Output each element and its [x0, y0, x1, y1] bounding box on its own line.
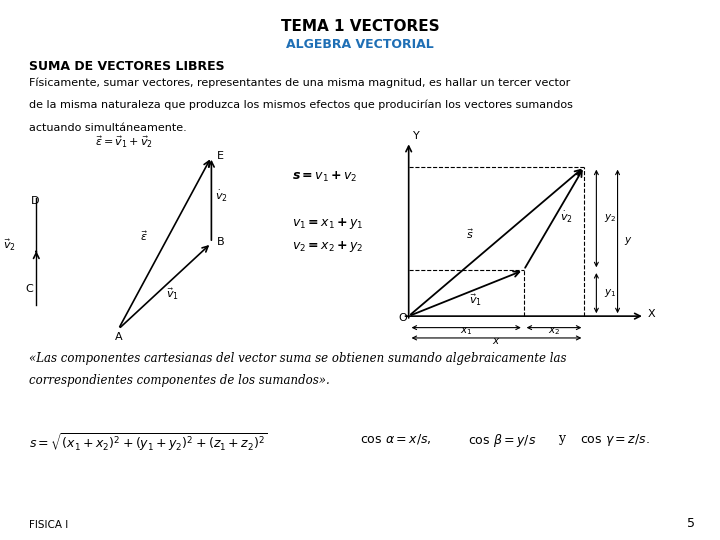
- Text: correspondientes componentes de los sumandos».: correspondientes componentes de los suma…: [29, 374, 330, 387]
- Text: $x_1$: $x_1$: [460, 326, 472, 337]
- Text: Y: Y: [413, 131, 420, 141]
- Text: $y$: $y$: [624, 235, 632, 247]
- Text: FISICA I: FISICA I: [29, 520, 68, 530]
- Text: $\dot{v}_2$: $\dot{v}_2$: [215, 188, 228, 204]
- Text: $s = \sqrt{(x_1 + x_2)^2 + (y_1 + y_2)^2 + (z_1 + z_2)^2}$: $s = \sqrt{(x_1 + x_2)^2 + (y_1 + y_2)^2…: [29, 432, 268, 454]
- Text: $\boldsymbol{v_2 = x_2 + y_2}$: $\boldsymbol{v_2 = x_2 + y_2}$: [292, 239, 363, 254]
- Text: SUMA DE VECTORES LIBRES: SUMA DE VECTORES LIBRES: [29, 60, 225, 73]
- Text: $\vec{v}_2$: $\vec{v}_2$: [4, 238, 17, 253]
- Text: Físicamente, sumar vectores, representantes de una misma magnitud, es hallar un : Físicamente, sumar vectores, representan…: [29, 77, 570, 87]
- Text: «Las componentes cartesianas del vector suma se obtienen sumando algebraicamente: «Las componentes cartesianas del vector …: [29, 352, 567, 365]
- Text: $\vec{\varepsilon}$: $\vec{\varepsilon}$: [140, 229, 149, 243]
- Text: O: O: [398, 313, 407, 323]
- Text: actuando simultáneamente.: actuando simultáneamente.: [29, 123, 186, 133]
- Text: E: E: [217, 151, 224, 161]
- Text: ALGEBRA VECTORIAL: ALGEBRA VECTORIAL: [286, 38, 434, 51]
- Text: $\dot{v}_2$: $\dot{v}_2$: [560, 210, 573, 225]
- Text: $y_2$: $y_2$: [604, 212, 616, 225]
- Text: B: B: [217, 237, 225, 247]
- Text: TEMA 1 VECTORES: TEMA 1 VECTORES: [281, 19, 439, 34]
- Text: X: X: [648, 309, 655, 319]
- Text: D: D: [31, 196, 40, 206]
- Text: $\boldsymbol{v_1 = x_1 + y_1}$: $\boldsymbol{v_1 = x_1 + y_1}$: [292, 216, 363, 231]
- Text: $\boldsymbol{s = v_1 + v_2}$: $\boldsymbol{s = v_1 + v_2}$: [292, 170, 357, 184]
- Text: 5: 5: [687, 517, 695, 530]
- Text: C: C: [25, 284, 33, 294]
- Text: $x$: $x$: [492, 336, 500, 346]
- Text: de la misma naturaleza que produzca los mismos efectos que producirían los vecto: de la misma naturaleza que produzca los …: [29, 100, 572, 110]
- Text: $\vec{\varepsilon} = \vec{v}_1 + \vec{v}_2$: $\vec{\varepsilon} = \vec{v}_1 + \vec{v}…: [95, 135, 153, 150]
- Text: A: A: [114, 333, 122, 342]
- Text: $\cos\,\alpha = x/s,$: $\cos\,\alpha = x/s,$: [360, 432, 431, 446]
- Text: $\vec{v}_1$: $\vec{v}_1$: [166, 287, 179, 302]
- Text: $\cos\,\beta = y/s$: $\cos\,\beta = y/s$: [468, 432, 536, 449]
- Text: y: y: [558, 432, 565, 445]
- Text: $x_2$: $x_2$: [548, 326, 560, 337]
- Text: $y_1$: $y_1$: [604, 287, 616, 299]
- Text: $\vec{s}$: $\vec{s}$: [467, 227, 474, 241]
- Text: $\cos\,\gamma = z/s.$: $\cos\,\gamma = z/s.$: [580, 432, 649, 448]
- Text: $\vec{v}_1$: $\vec{v}_1$: [469, 293, 482, 308]
